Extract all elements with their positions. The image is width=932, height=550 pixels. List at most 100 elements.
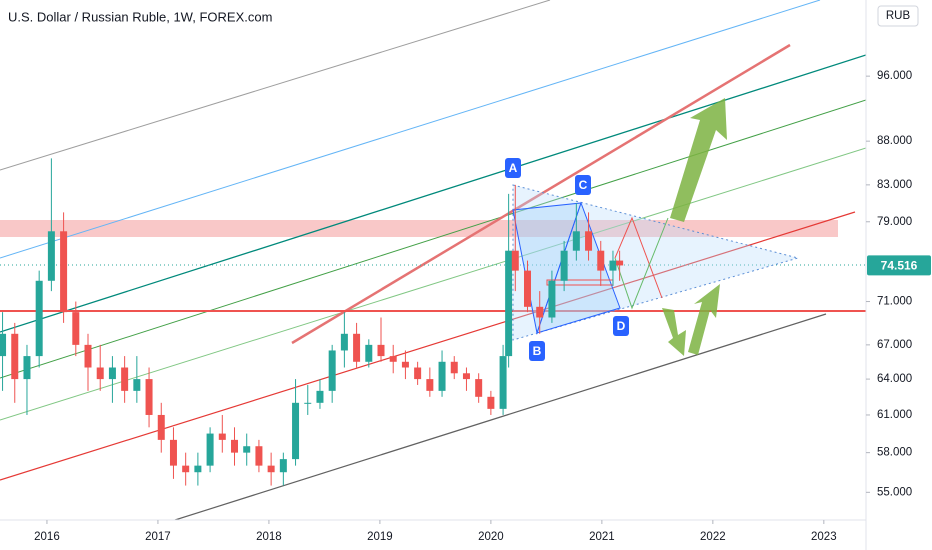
- x-tick-label: 2023: [811, 531, 837, 543]
- candle-body: [585, 231, 593, 251]
- y-tick-label: 58.000: [877, 447, 912, 459]
- triangle: [512, 184, 800, 341]
- candle-body: [438, 361, 446, 391]
- candle-body: [35, 280, 43, 357]
- pattern-point-label: D: [617, 319, 626, 333]
- candle-body: [597, 250, 605, 271]
- candle-body: [231, 439, 239, 453]
- candle-body: [462, 373, 470, 380]
- arrow: [670, 98, 727, 222]
- x-tick-label: 2016: [34, 531, 60, 543]
- pattern-point-label: A: [509, 161, 518, 175]
- candle-body: [365, 344, 373, 362]
- candles: [0, 158, 624, 486]
- candle-body: [96, 367, 104, 380]
- candle-body: [267, 465, 275, 473]
- y-tick-label: 79.000: [877, 216, 912, 228]
- candle-body: [72, 312, 80, 345]
- chart-title: U.S. Dollar / Russian Ruble, 1W, FOREX.c…: [8, 9, 272, 24]
- candle-body: [487, 396, 495, 409]
- candle-body: [524, 270, 532, 307]
- last-price-label: 74.516: [881, 259, 918, 273]
- candle-body: [304, 402, 312, 404]
- y-tick-label: 88.000: [877, 135, 912, 147]
- candle-body: [157, 414, 165, 440]
- channel-line: [0, 54, 866, 333]
- arrow: [688, 284, 720, 355]
- y-tick-label: 83.000: [877, 179, 912, 191]
- x-tick-label: 2020: [478, 531, 504, 543]
- candle-body: [316, 390, 324, 403]
- candle-body: [206, 433, 214, 466]
- pattern-point-box: [529, 341, 545, 361]
- candle-body: [279, 459, 287, 473]
- channel-line: [0, 0, 551, 171]
- candle-body: [145, 379, 153, 415]
- candle-body: [499, 356, 507, 409]
- candle-body: [169, 439, 177, 466]
- pattern-point-label: C: [579, 178, 588, 192]
- pattern-point-label: B: [533, 344, 542, 358]
- candle-body: [243, 446, 251, 453]
- candle-body: [401, 361, 409, 368]
- channel-line: [0, 0, 821, 259]
- resistance-zone: [0, 220, 838, 237]
- last-price-tag: [867, 255, 931, 276]
- candle-body: [340, 333, 348, 351]
- candle-body: [450, 361, 458, 374]
- trend-line: [291, 43, 791, 345]
- y-tick-label: 67.000: [877, 339, 912, 351]
- candle-body: [292, 402, 300, 460]
- candle-body: [121, 367, 129, 391]
- candle-body: [536, 306, 544, 318]
- pattern-labels: A B C D: [505, 158, 629, 361]
- candle-body: [475, 379, 483, 397]
- channel-line: [174, 313, 827, 520]
- candle-body: [426, 379, 434, 391]
- y-tick-label: 71.000: [877, 296, 912, 308]
- candle-body: [133, 379, 141, 391]
- candle-body: [23, 356, 31, 380]
- candle-body: [108, 367, 116, 380]
- channel-line: [0, 99, 866, 379]
- y-tick-label: 96.000: [877, 70, 912, 82]
- candle-body: [511, 250, 519, 271]
- candle-body: [560, 250, 568, 281]
- candle-body: [255, 446, 263, 466]
- pattern-point-box: [575, 175, 591, 195]
- pattern-point-box: [613, 316, 629, 336]
- candle-body: [182, 465, 190, 473]
- candle-body: [414, 367, 422, 380]
- candle-body: [505, 250, 513, 357]
- drawings: [0, 0, 866, 520]
- candle-body: [84, 344, 92, 368]
- unit-button[interactable]: [877, 5, 919, 27]
- candle-body: [389, 356, 397, 362]
- candle-body: [60, 231, 68, 313]
- x-tick-label: 2022: [700, 531, 726, 543]
- candle-body: [572, 231, 580, 251]
- candle-body: [353, 333, 361, 362]
- channel-line: [0, 147, 866, 421]
- projection: [614, 216, 663, 299]
- projection: [614, 217, 669, 310]
- candle-body: [47, 231, 55, 281]
- candle-body: [194, 465, 202, 473]
- candle-body: [377, 344, 385, 357]
- arrow: [662, 308, 686, 356]
- y-tick-label: 64.000: [877, 373, 912, 385]
- candle-body: [218, 433, 226, 440]
- y-tick-label: 61.000: [877, 409, 912, 421]
- candle-body: [609, 260, 617, 271]
- unit-label[interactable]: RUB: [886, 10, 911, 22]
- candle-body: [11, 333, 19, 380]
- y-tick-label: 55.000: [877, 486, 912, 498]
- x-tick-label: 2019: [367, 531, 393, 543]
- candle-body: [616, 260, 624, 266]
- channel-line: [0, 211, 856, 481]
- candle-body: [328, 350, 336, 391]
- x-tick-label: 2021: [589, 531, 615, 543]
- pattern-point-box: [505, 158, 521, 178]
- candle-body: [548, 280, 556, 318]
